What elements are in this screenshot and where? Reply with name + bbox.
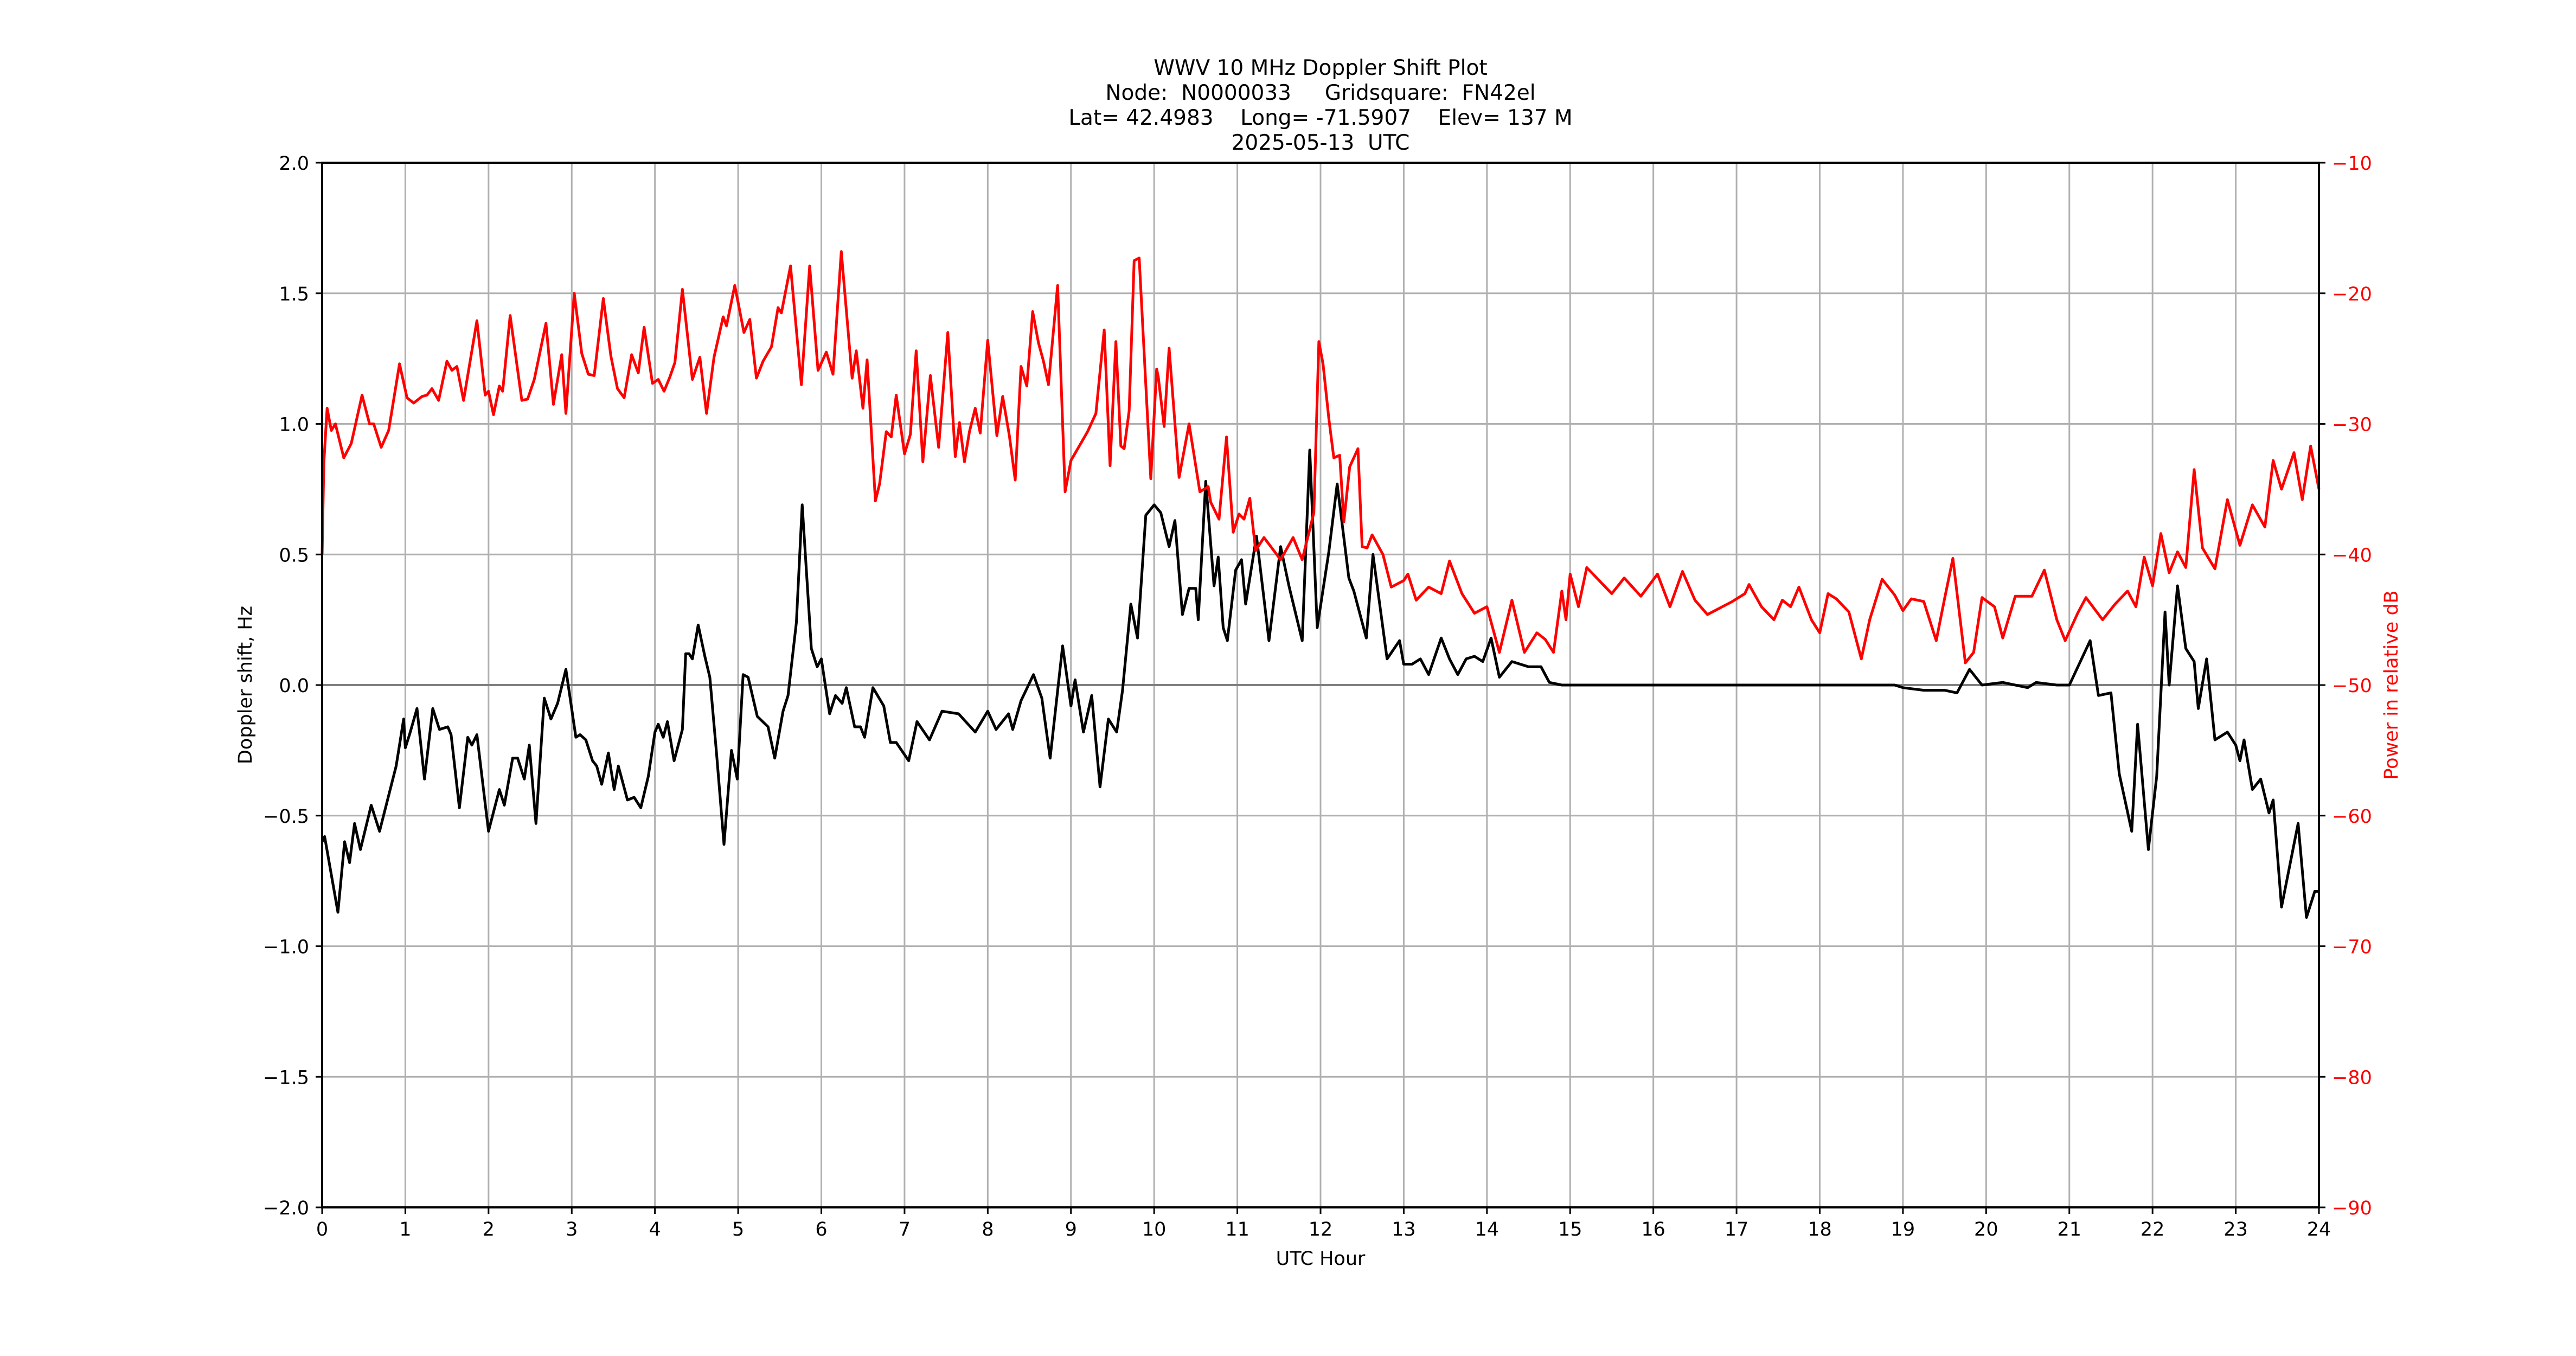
x-tick-label: 3: [566, 1219, 578, 1240]
x-tick-label: 13: [1392, 1219, 1416, 1240]
y-tick-label: 1.5: [279, 284, 309, 305]
chart-subtitle-location: Lat= 42.4983 Long= -71.5907 Elev= 137 M: [1068, 106, 1573, 130]
x-tick-label: 19: [1891, 1219, 1915, 1240]
x-tick-label: 6: [815, 1219, 827, 1240]
y-right-tick-label: −50: [2332, 675, 2372, 697]
y-tick-label: −2.0: [263, 1198, 309, 1219]
y-tick-label: −1.5: [263, 1067, 309, 1089]
right-axis-ticks: −10 −20 −30 −40 −50 −60 −70 −80 −90: [2319, 153, 2372, 1219]
x-tick-label: 5: [732, 1219, 744, 1240]
x-tick-label: 18: [1808, 1219, 1832, 1240]
x-tick-label: 0: [316, 1219, 328, 1240]
y-tick-label: 0.5: [279, 545, 309, 566]
x-tick-label: 23: [2223, 1219, 2248, 1240]
x-tick-label: 2: [483, 1219, 495, 1240]
x-tick-label: 16: [1641, 1219, 1665, 1240]
data-series: [321, 250, 2321, 919]
left-axis-ticks: 2.0 1.5 1.0 0.5 0.0 −0.5 −1.0 −1.5 −2.0: [263, 153, 322, 1219]
x-tick-label: 8: [982, 1219, 994, 1240]
x-tick-label: 12: [1309, 1219, 1333, 1240]
x-tick-label: 17: [1725, 1219, 1749, 1240]
doppler-line: [321, 449, 2319, 919]
x-tick-label: 1: [399, 1219, 411, 1240]
y-tick-label: 0.0: [279, 675, 309, 697]
x-tick-label: 24: [2307, 1219, 2331, 1240]
y-right-tick-label: −20: [2332, 284, 2372, 305]
y-right-tick-label: −30: [2332, 414, 2372, 436]
chart-subtitle-date: 2025-05-13 UTC: [1231, 131, 1410, 155]
y-right-tick-label: −10: [2332, 153, 2372, 175]
y-axis-label-right: Power in relative dB: [2381, 590, 2402, 779]
x-axis-ticks: 0 1 2 3 4 5 6 7 8 9 10 11 12 13 14 15 16 17 18 19 20 21 22 23 24: [316, 1207, 2331, 1240]
x-axis-label: UTC Hour: [1276, 1248, 1366, 1270]
chart-subtitle-node: Node: N0000033 Gridsquare: FN42el: [1105, 81, 1536, 105]
x-tick-label: 15: [1558, 1219, 1582, 1240]
x-tick-label: 10: [1142, 1219, 1167, 1240]
y-tick-label: 2.0: [279, 153, 309, 175]
x-tick-label: 21: [2057, 1219, 2081, 1240]
y-right-tick-label: −80: [2332, 1067, 2372, 1089]
y-tick-label: −0.5: [263, 806, 309, 828]
y-right-tick-label: −70: [2332, 937, 2372, 958]
x-tick-label: 7: [899, 1219, 911, 1240]
y-tick-label: −1.0: [263, 937, 309, 958]
x-tick-label: 4: [649, 1219, 661, 1240]
x-tick-label: 20: [1974, 1219, 1998, 1240]
x-tick-label: 22: [2141, 1219, 2165, 1240]
y-right-tick-label: −60: [2332, 806, 2372, 828]
y-right-tick-label: −90: [2332, 1198, 2372, 1219]
x-tick-label: 11: [1225, 1219, 1249, 1240]
chart-title: WWV 10 MHz Doppler Shift Plot: [1154, 56, 1488, 80]
y-tick-label: 1.0: [279, 414, 309, 436]
x-tick-label: 9: [1065, 1219, 1077, 1240]
y-right-tick-label: −40: [2332, 545, 2372, 566]
x-tick-label: 14: [1475, 1219, 1500, 1240]
y-axis-label-left: Doppler shift, Hz: [235, 606, 257, 764]
power-line: [321, 250, 2321, 664]
